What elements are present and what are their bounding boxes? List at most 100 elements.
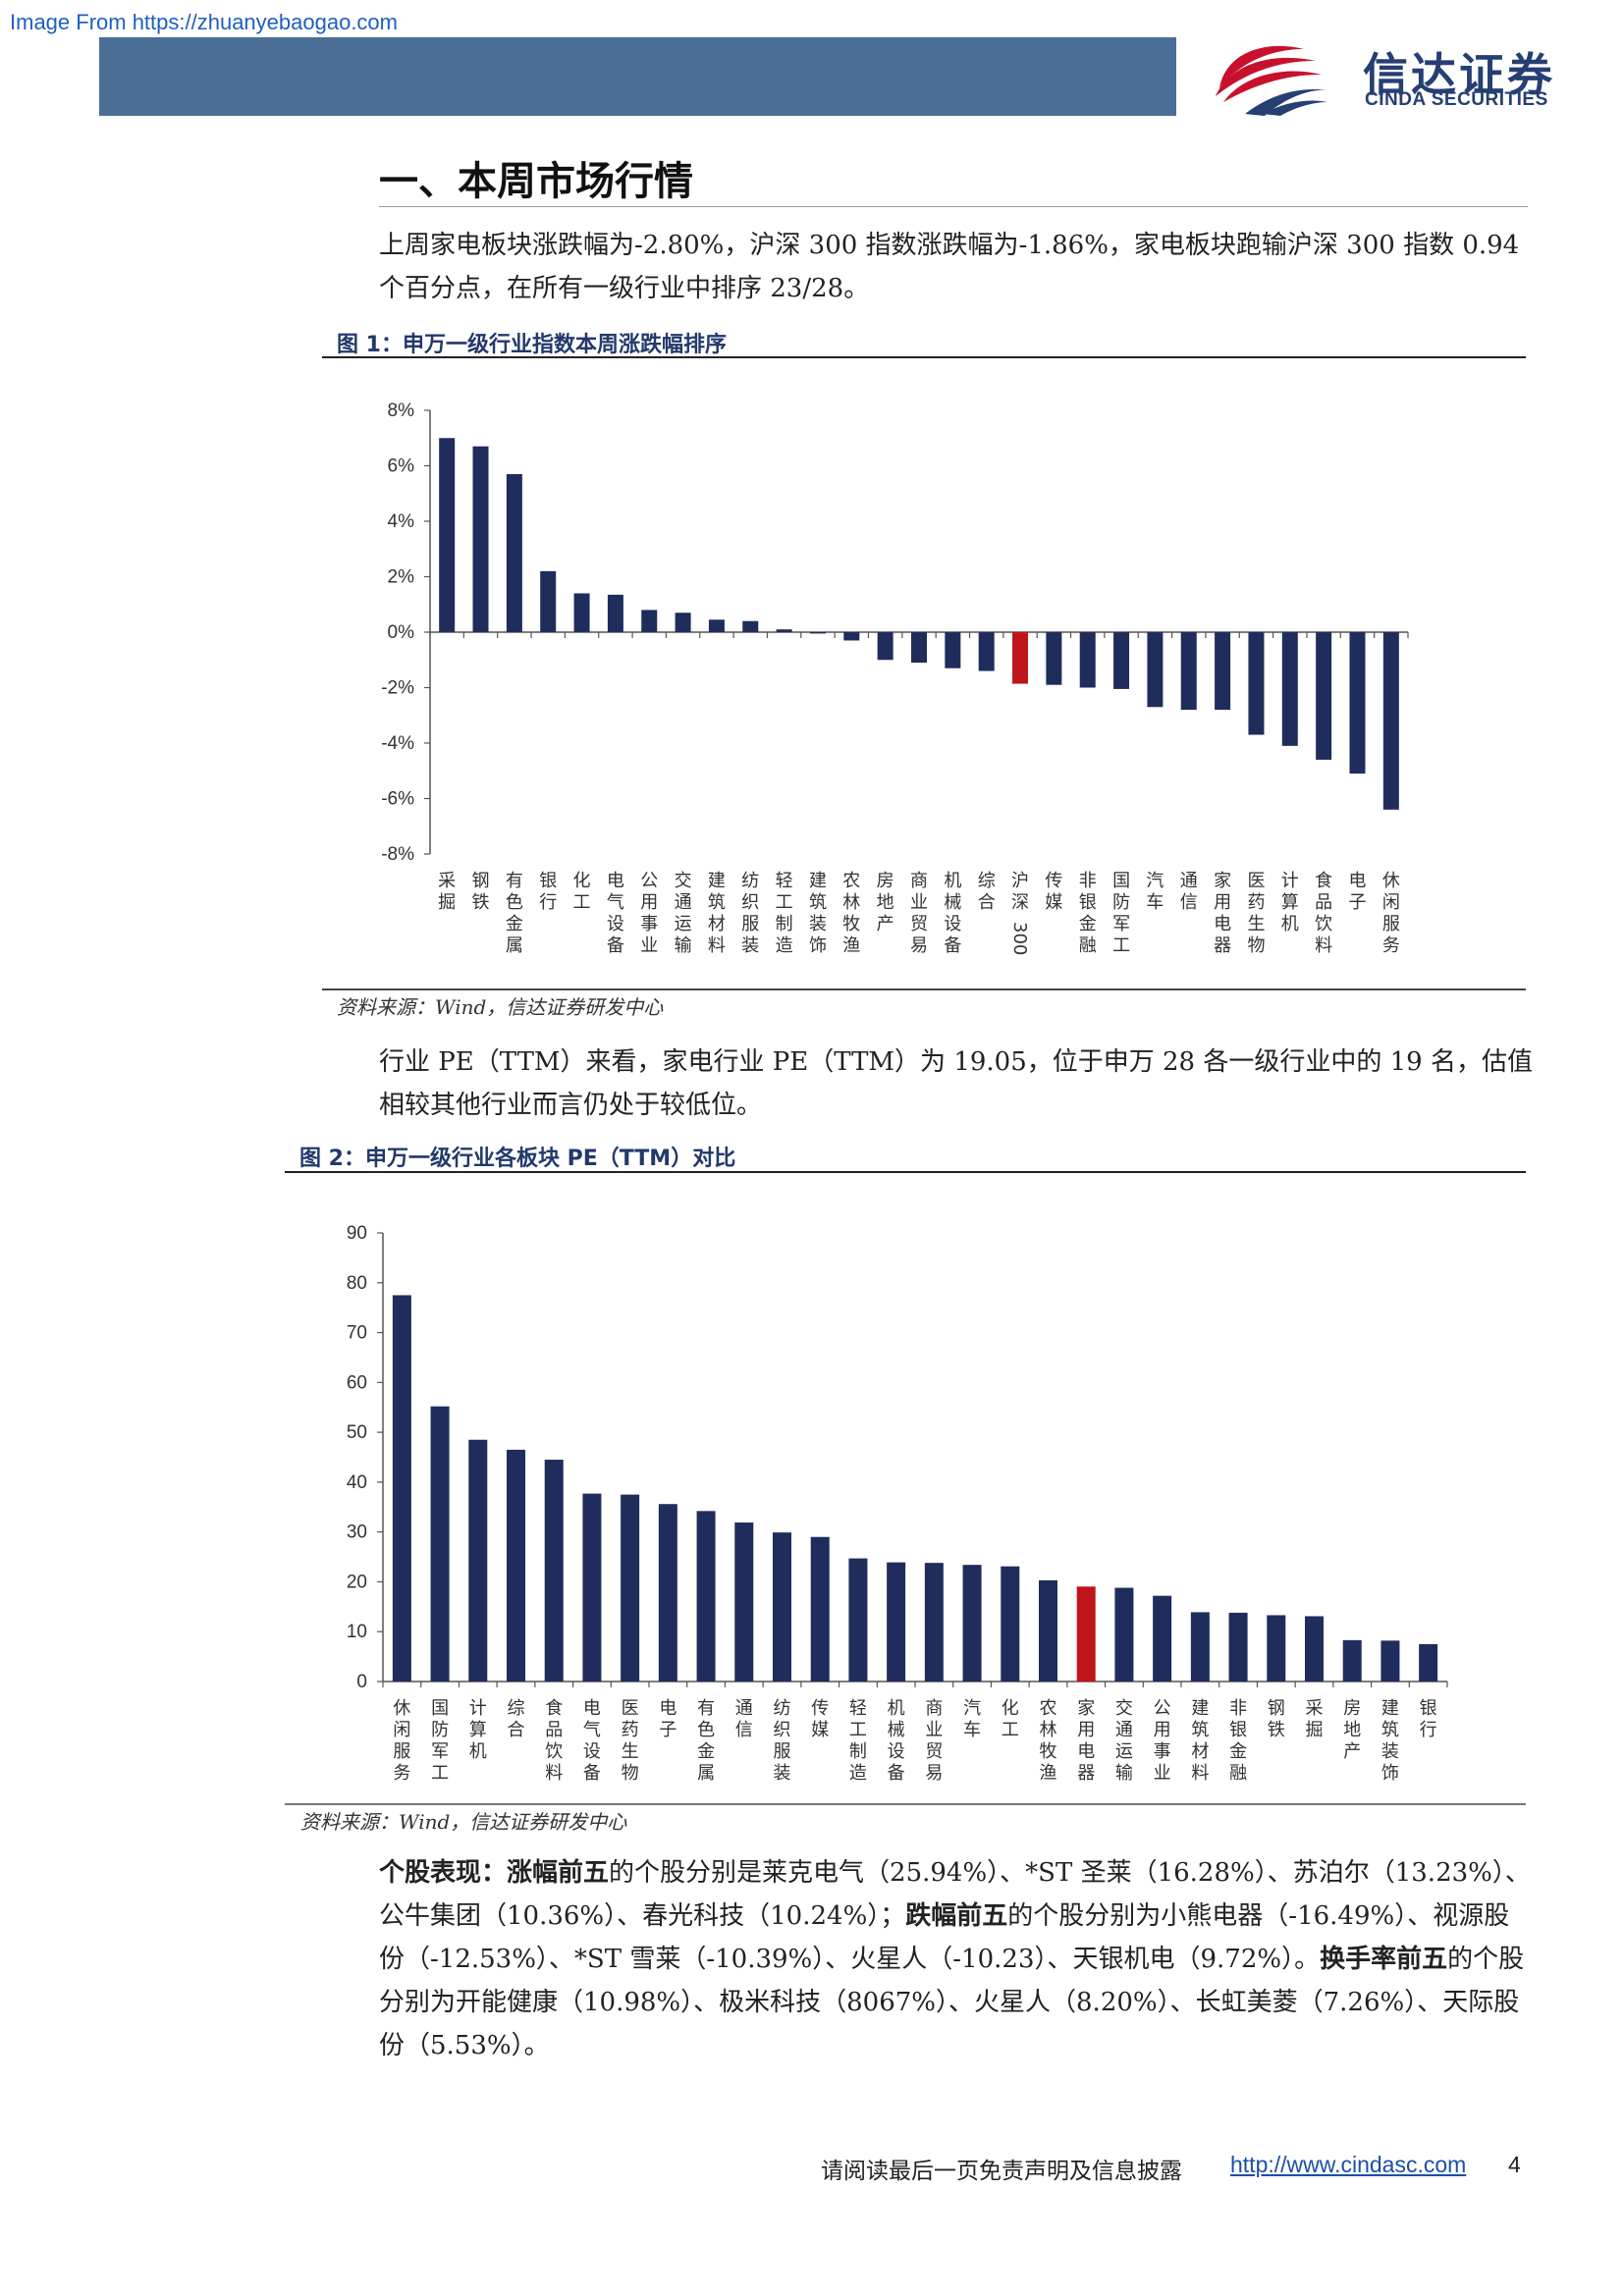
fig2-bar bbox=[962, 1565, 982, 1682]
fig2-category-label: 家用电器 bbox=[1077, 1698, 1095, 1784]
fig1-bar bbox=[1180, 632, 1197, 711]
fig1-category-label: 钢铁 bbox=[472, 871, 490, 913]
fig2-bar bbox=[1039, 1579, 1057, 1682]
fig1-bar bbox=[573, 593, 590, 632]
top-gainers-keyword: 涨幅前五 bbox=[507, 1858, 610, 1888]
fig2-category-label: 电子 bbox=[659, 1698, 677, 1740]
fig1-category-label: 建筑装饰 bbox=[809, 871, 827, 956]
fig1-bar bbox=[1215, 632, 1231, 711]
fig2-bar bbox=[924, 1563, 944, 1682]
figure1-top-rule bbox=[322, 356, 1526, 358]
fig2-bar bbox=[848, 1558, 868, 1682]
fig1-category-label: 食品饮料 bbox=[1315, 871, 1332, 956]
header-bar bbox=[99, 37, 1176, 116]
fig2-category-label: 国防军工 bbox=[431, 1698, 449, 1784]
fig1-y-tick-label: -4% bbox=[381, 733, 414, 754]
top-losers-text: 的个股分别为小熊电器（-16.49%）、视源股份（-12.53%）、*ST 雪莱… bbox=[379, 1901, 1510, 1974]
fig2-bar bbox=[696, 1511, 716, 1682]
fig1-bar bbox=[1316, 632, 1332, 760]
fig2-y-tick-label: 10 bbox=[347, 1622, 367, 1642]
fig2-bar bbox=[430, 1406, 450, 1682]
fig1-bar bbox=[1113, 632, 1130, 689]
figure2-source: 资料来源：Wind，信达证券研发中心 bbox=[300, 1810, 627, 1834]
fig2-bar bbox=[1419, 1643, 1438, 1682]
fig2-y-tick-label: 50 bbox=[347, 1422, 367, 1443]
logo-english-name: CINDA SECURITIES bbox=[1365, 89, 1548, 110]
fig2-category-label: 电气设备 bbox=[583, 1698, 601, 1784]
fig2-bar bbox=[392, 1295, 411, 1682]
fig2-y-tick-label: 40 bbox=[347, 1472, 367, 1493]
fig1-bar bbox=[742, 620, 759, 632]
fig2-bar bbox=[1114, 1587, 1134, 1682]
fig2-bar bbox=[1380, 1640, 1400, 1682]
fig2-category-label: 通信 bbox=[735, 1698, 753, 1740]
fig1-bar bbox=[439, 438, 456, 632]
fig1-bar bbox=[809, 632, 826, 634]
fig1-bar bbox=[945, 632, 961, 668]
fig2-category-label: 传媒 bbox=[811, 1698, 829, 1740]
fig2-category-label: 食品饮料 bbox=[545, 1698, 563, 1784]
stock-performance-lead: 个股表现： bbox=[379, 1858, 508, 1888]
fig2-y-tick-label: 0 bbox=[356, 1672, 367, 1692]
fig1-bar bbox=[1012, 632, 1029, 684]
fig2-bar bbox=[658, 1504, 677, 1682]
fig1-category-label: 电子 bbox=[1348, 871, 1366, 913]
fig2-category-label: 商业贸易 bbox=[925, 1698, 943, 1784]
fig2-category-label: 房地产 bbox=[1343, 1698, 1361, 1762]
fig2-bar bbox=[544, 1460, 564, 1682]
stock-performance-paragraph: 个股表现：涨幅前五的个股分别是莱克电气（25.94%）、*ST 圣莱（16.28… bbox=[379, 1851, 1533, 2067]
valuation-paragraph: 行业 PE（TTM）来看，家电行业 PE（TTM）为 19.05，位于申万 28… bbox=[379, 1047, 1533, 1120]
figure2-bottom-rule bbox=[285, 1803, 1526, 1805]
fig1-bar bbox=[1248, 632, 1265, 735]
fig1-category-number: 300 bbox=[1009, 922, 1030, 955]
fig1-bar bbox=[708, 619, 725, 632]
fig1-bar bbox=[506, 473, 522, 632]
fig1-category-label: 家用电器 bbox=[1214, 871, 1231, 956]
fig1-y-tick-label: -8% bbox=[381, 844, 414, 865]
logo-chinese-name: 信达证券 bbox=[1363, 48, 1555, 101]
figure2-title: 图 2：申万一级行业各板块 PE（TTM）对比 bbox=[299, 1147, 736, 1171]
fig2-y-tick-label: 20 bbox=[347, 1572, 367, 1592]
fig2-category-label: 计算机 bbox=[469, 1698, 487, 1762]
fig2-category-label: 钢铁 bbox=[1268, 1698, 1285, 1740]
fig2-y-tick-label: 30 bbox=[347, 1522, 367, 1543]
fig1-category-label: 房地产 bbox=[877, 871, 894, 934]
figure1-bottom-rule bbox=[322, 988, 1526, 990]
section-divider bbox=[379, 206, 1528, 207]
fig1-bar bbox=[978, 632, 995, 671]
page-number: 4 bbox=[1508, 2152, 1521, 2177]
source-watermark: Image From https://zhuanyebaogao.com bbox=[10, 10, 398, 34]
fig2-category-label: 综合 bbox=[508, 1698, 525, 1740]
fig1-category-label: 化工 bbox=[573, 871, 591, 913]
fig1-category-label: 有色金属 bbox=[506, 871, 523, 956]
fig1-category-label: 轻工制造 bbox=[776, 871, 793, 956]
fig2-category-label: 公用事业 bbox=[1154, 1698, 1171, 1784]
fig2-bar bbox=[1228, 1612, 1248, 1682]
fig1-y-tick-label: 2% bbox=[388, 567, 415, 588]
figure1-source: 资料来源：Wind，信达证券研发中心 bbox=[337, 995, 664, 1019]
fig2-category-label: 农林牧渔 bbox=[1040, 1698, 1057, 1784]
top-gainers-text: 的个股分别是莱克电气（25.94%）、*ST 圣莱（16.28%）、苏泊尔（13… bbox=[379, 1858, 1531, 1931]
fig2-category-label: 银行 bbox=[1420, 1698, 1437, 1740]
fig2-category-label: 建筑材料 bbox=[1191, 1698, 1209, 1784]
figure1-title: 图 1：申万一级行业指数本周涨跌幅排序 bbox=[337, 333, 727, 357]
fig1-category-label: 通信 bbox=[1180, 871, 1198, 913]
fig2-bar bbox=[582, 1493, 602, 1682]
fig1-y-tick-label: -6% bbox=[381, 789, 414, 810]
fig1-category-label: 医药生物 bbox=[1247, 871, 1265, 956]
footer-website-link[interactable]: http://www.cindasc.com bbox=[1230, 2152, 1467, 2177]
fig2-category-label: 机械设备 bbox=[888, 1698, 905, 1784]
fig1-bar bbox=[1079, 632, 1096, 688]
fig2-category-label: 非银金融 bbox=[1229, 1698, 1247, 1784]
fig2-category-label: 建筑装饰 bbox=[1381, 1698, 1399, 1784]
fig1-bar bbox=[911, 632, 927, 664]
fig1-category-label: 沪深 bbox=[1011, 871, 1029, 913]
fig1-bar bbox=[776, 629, 792, 632]
fig2-category-label: 有色金属 bbox=[697, 1698, 715, 1784]
fig2-category-label: 纺织服装 bbox=[774, 1698, 791, 1784]
fig2-category-label: 休闲服务 bbox=[393, 1698, 410, 1784]
fig1-bar bbox=[1147, 632, 1164, 708]
fig1-category-label: 采掘 bbox=[438, 871, 456, 913]
fig2-bar bbox=[1342, 1639, 1362, 1682]
fig2-bar bbox=[507, 1449, 525, 1682]
